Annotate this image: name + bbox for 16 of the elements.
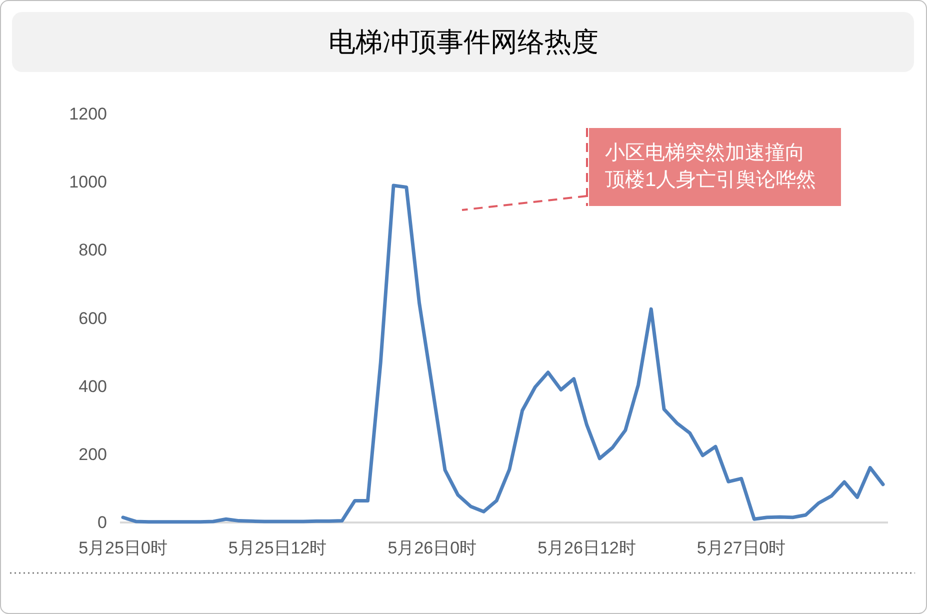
title-box: 电梯冲顶事件网络热度 <box>12 12 914 72</box>
y-tick-label: 1200 <box>69 104 107 124</box>
x-tick-label: 5月26日12时 <box>538 538 636 558</box>
x-tick-label: 5月25日12时 <box>228 538 327 558</box>
y-tick-label: 800 <box>78 240 107 260</box>
y-tick-label: 200 <box>78 444 107 464</box>
x-tick-label: 5月25日0时 <box>78 538 168 558</box>
y-tick-label: 0 <box>98 513 107 532</box>
annotation: 小区电梯突然加速撞向顶楼1人身亡引舆论哗然 <box>605 142 816 191</box>
chart-title: 电梯冲顶事件网络热度 <box>328 27 598 57</box>
y-tick-label: 400 <box>78 376 107 396</box>
y-tick-label: 1000 <box>69 172 107 192</box>
annotation: 小区电梯突然加速撞向顶楼1人身亡引舆论哗然 <box>589 128 841 206</box>
y-tick-label: 600 <box>78 308 107 328</box>
x-tick-label: 5月26日0时 <box>388 538 477 558</box>
x-tick-label: 5月27日0时 <box>696 538 786 558</box>
